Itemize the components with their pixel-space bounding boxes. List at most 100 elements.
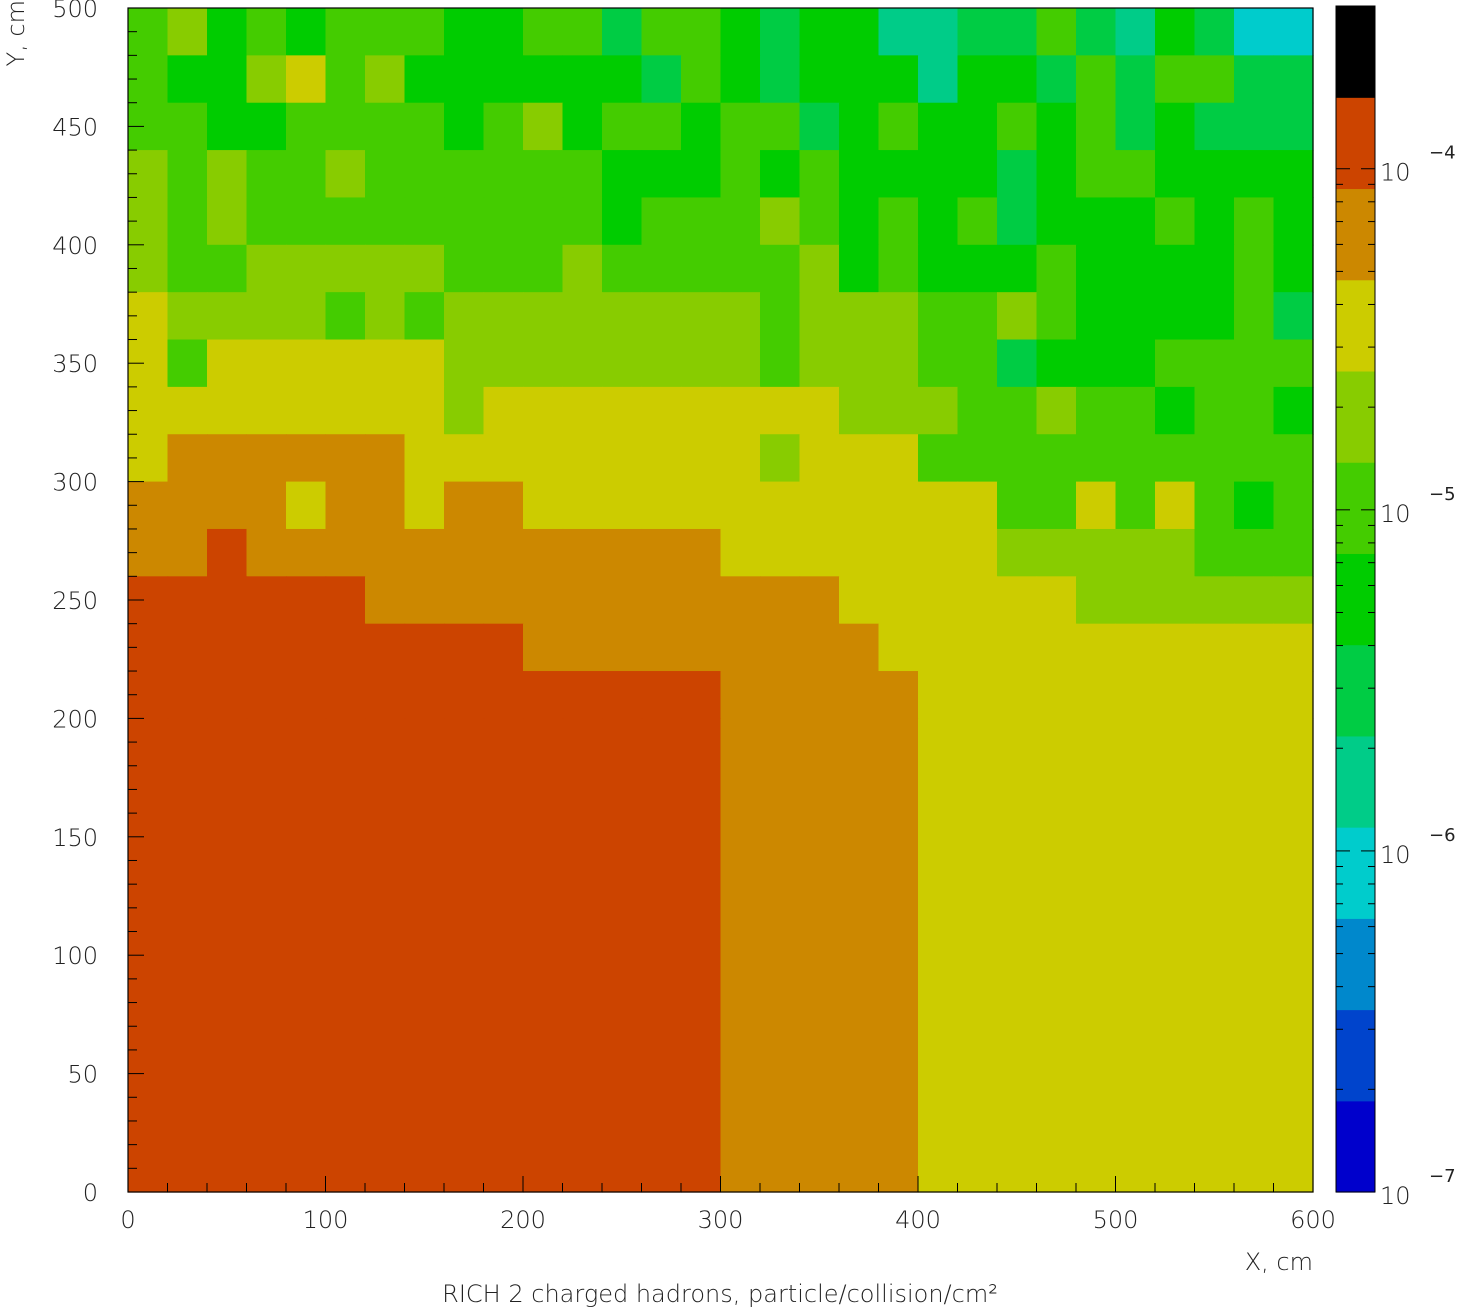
heatmap-cell [760,386,801,435]
heatmap-cell [918,292,959,341]
heatmap-cell [839,386,880,435]
heatmap-cell [1273,481,1314,530]
heatmap-cell [839,339,880,388]
heatmap-cell [562,623,603,672]
heatmap-cell [720,434,761,483]
x-tick-label: 0 [120,1206,135,1234]
colorbar-swatch [1336,279,1375,372]
heatmap-cell [404,528,445,577]
heatmap-cell [365,528,406,577]
heatmap-cell [207,386,248,435]
heatmap-cell [799,434,840,483]
y-axis-label: Y, cm [2,0,30,67]
heatmap-cell [997,434,1038,483]
heatmap-cell [365,481,406,530]
heatmap-cell [760,8,801,56]
heatmap-cell [1115,339,1156,388]
heatmap-cell [523,623,564,672]
heatmap-cell [1076,339,1117,388]
heatmap-cell [760,150,801,199]
heatmap-cell [246,102,287,151]
heatmap-cell [483,576,524,625]
heatmap-cell [1194,55,1235,104]
heatmap-cell [997,197,1038,246]
heatmap-cell [562,671,603,719]
heatmap-cell [1194,576,1235,625]
heatmap-cell [246,8,287,56]
colorbar: 10 −7 10 −6 10 −5 10 −4 [1335,5,1456,1210]
heatmap-cell [167,386,208,435]
heatmap-cell [1234,386,1275,435]
heatmap-cell [918,197,959,246]
heatmap-cell [444,528,485,577]
heatmap-cell [444,623,485,672]
heatmap-cell [997,671,1038,719]
heatmap-cell [207,481,248,530]
heatmap-cell [562,339,603,388]
heatmap-cell [207,197,248,246]
heatmap-cell [1194,102,1235,151]
heatmap-cell [404,481,445,530]
heatmap-cell [720,339,761,388]
heatmap-cell [760,481,801,530]
heatmap-cell [483,292,524,341]
heatmap-cell [1234,718,1275,1193]
heatmap-cell [483,434,524,483]
heatmap-cell [1036,528,1077,577]
heatmap-cell [365,292,406,341]
colorbar-swatch [1336,462,1375,554]
y-tick-label: 150 [52,824,98,852]
heatmap-cell [562,576,603,625]
heatmap-cell [839,434,880,483]
heatmap-cell [1234,292,1275,341]
heatmap-cell [286,671,327,719]
heatmap-cell [918,481,959,530]
heatmap-cell [681,197,722,246]
heatmap-cell [602,434,643,483]
heatmap-cell [720,623,761,672]
heatmap-cell [1036,718,1077,1193]
heatmap-cell [1155,102,1196,151]
heatmap-cell [839,292,880,341]
heatmap-cell [720,718,761,1193]
heatmap-cell [483,197,524,246]
chart-title: RICH 2 charged hadrons, particle/collisi… [442,1280,998,1308]
heatmap-cell [365,197,406,246]
heatmap-cell [957,481,998,530]
heatmap-cell [1155,386,1196,435]
heatmap-cell [444,292,485,341]
heatmap-cell [562,55,603,104]
heatmap-cell [325,386,366,435]
heatmap-cell [562,150,603,199]
heatmap-cell [918,150,959,199]
heatmap-cell [444,55,485,104]
y-tick-label: 0 [83,1179,98,1207]
heatmap-cell [325,528,366,577]
heatmap-cell [918,8,959,56]
heatmap-cell [1076,576,1117,625]
heatmap-cell [602,528,643,577]
heatmap-cell [523,102,564,151]
heatmap-cell [523,481,564,530]
heatmap-cell [523,339,564,388]
heatmap-cell [602,718,643,1193]
heatmap-cell [997,623,1038,672]
heatmap-cell [325,576,366,625]
heatmap-cell [365,244,406,293]
heatmap-cell [444,339,485,388]
heatmap-cell [681,55,722,104]
heatmap-cell [839,8,880,56]
heatmap-cells [128,8,1314,1193]
heatmap-cell [1155,244,1196,293]
heatmap-cell [918,718,959,1193]
heatmap-cell [1273,244,1314,293]
heatmap-cell [207,623,248,672]
heatmap-cell [286,576,327,625]
heatmap-cell [1155,718,1196,1193]
heatmap-cell [641,671,682,719]
heatmap-cell [246,197,287,246]
heatmap-cell [1155,292,1196,341]
heatmap-cell [1155,55,1196,104]
heatmap-cell [839,55,880,104]
heatmap-cell [483,718,524,1193]
